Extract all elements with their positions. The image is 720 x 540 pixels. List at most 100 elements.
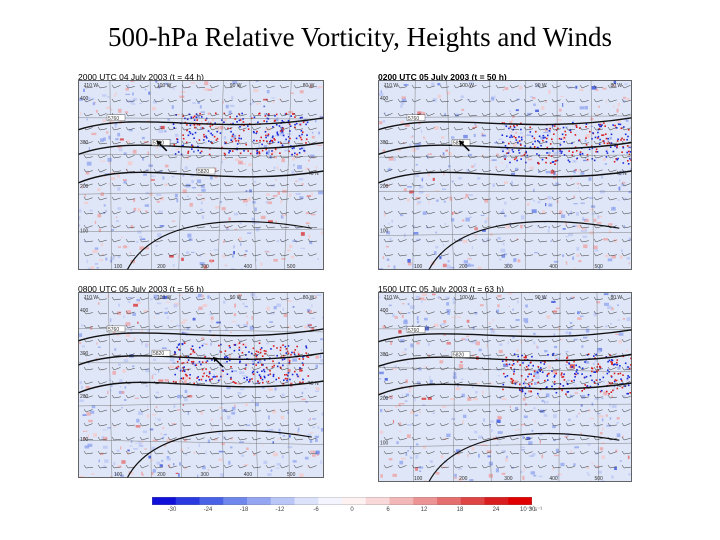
longitude-label: 90 W bbox=[535, 83, 547, 89]
longitude-label: 80 W bbox=[303, 83, 315, 89]
colorbar-tick-label: -12 bbox=[275, 507, 285, 513]
colorbar-tick-label: -6 bbox=[313, 507, 319, 513]
map-frame bbox=[78, 292, 324, 478]
colorbar-swatch bbox=[247, 497, 272, 505]
x-tick-label: 400 bbox=[549, 264, 558, 270]
colorbar-tick-label: 30 bbox=[528, 507, 536, 513]
height-contours bbox=[378, 329, 632, 482]
vorticity-map: 5760 5820 110 W 100 W 90 W 80 W 40 N 400 300 200 1… bbox=[78, 292, 324, 478]
x-tick-label: 500 bbox=[594, 264, 603, 270]
wind-barbs bbox=[383, 84, 631, 257]
colorbar-tick-label: 18 bbox=[456, 507, 464, 513]
x-tick-label: 400 bbox=[244, 264, 253, 270]
longitude-label: 90 W bbox=[535, 295, 547, 301]
contour-label: 5760 bbox=[408, 328, 419, 334]
x-tick-label: 400 bbox=[549, 476, 558, 482]
colorbar-swatch bbox=[175, 497, 200, 505]
colorbar-swatch bbox=[365, 497, 390, 505]
y-tick-label: 200 bbox=[80, 394, 89, 400]
colorbar-swatch bbox=[437, 497, 462, 505]
y-tick-label: 400 bbox=[80, 96, 89, 102]
contour-label: 5760 bbox=[108, 116, 119, 122]
height-contours bbox=[378, 117, 632, 270]
y-tick-label: 200 bbox=[80, 184, 89, 190]
y-tick-label: 300 bbox=[380, 140, 389, 146]
contour-label: 5820 bbox=[453, 141, 464, 147]
x-tick-label: 100 bbox=[114, 264, 123, 270]
contour-label: 5820 bbox=[453, 353, 464, 359]
height-contours bbox=[78, 117, 324, 270]
x-tick-label: 100 bbox=[114, 472, 123, 478]
colorbar-tick-label: 6 bbox=[386, 507, 390, 513]
colorbar-swatch bbox=[413, 497, 438, 505]
longitude-label: 80 W bbox=[610, 83, 622, 89]
contour-label: 5820 bbox=[198, 169, 209, 175]
colorbar-swatch bbox=[270, 497, 295, 505]
state-borders bbox=[378, 292, 632, 482]
colorbar-tick-label: -24 bbox=[203, 507, 213, 513]
longitude-label: 100 W bbox=[157, 295, 172, 301]
x-tick-label: 500 bbox=[594, 476, 603, 482]
state-borders bbox=[78, 80, 324, 270]
x-tick-label: 400 bbox=[244, 472, 253, 478]
y-tick-label: 300 bbox=[380, 352, 389, 358]
colorbar-swatch bbox=[484, 497, 509, 505]
y-tick-label: 300 bbox=[80, 351, 89, 357]
map-frame bbox=[378, 80, 632, 270]
y-tick-label: 400 bbox=[80, 308, 89, 314]
panel-caption: 0800 UTC 05 July 2003 (t = 56 h) bbox=[78, 284, 204, 294]
colorbar-tick-label: 12 bbox=[420, 507, 428, 513]
colorbar-swatch bbox=[389, 497, 414, 505]
arrow-icon bbox=[156, 140, 168, 152]
arrow-icon bbox=[212, 356, 224, 368]
height-contours bbox=[78, 328, 324, 478]
longitude-label: 100 W bbox=[157, 83, 172, 89]
panel-caption: 2000 UTC 04 July 2003 (t = 44 h) bbox=[78, 72, 204, 82]
x-tick-label: 300 bbox=[201, 264, 210, 270]
map-frame bbox=[378, 292, 632, 482]
x-tick-label: 200 bbox=[157, 264, 166, 270]
y-tick-label: 200 bbox=[380, 184, 389, 190]
x-tick-label: 200 bbox=[459, 476, 468, 482]
x-tick-label: 300 bbox=[504, 476, 513, 482]
colorbar-units: 10⁻⁵ s⁻¹ bbox=[520, 507, 543, 513]
longitude-label: 90 W bbox=[230, 295, 242, 301]
longitude-label: 110 W bbox=[384, 83, 398, 89]
x-tick-label: 500 bbox=[287, 472, 296, 478]
contour-label: 5760 bbox=[108, 327, 119, 333]
colorbar-labels: -30 -24 -18 -12 -6 0 6 12 18 24 30 bbox=[152, 507, 552, 517]
colorbar bbox=[152, 497, 532, 505]
colorbar-swatch bbox=[508, 497, 532, 505]
x-tick-label: 300 bbox=[201, 472, 210, 478]
longitude-label: 80 W bbox=[303, 295, 315, 301]
colorbar-swatch bbox=[342, 497, 367, 505]
colorbar-swatch bbox=[318, 497, 343, 505]
vorticity-map: 5760 5820 110 W 100 W 90 W 80 W 40 N 400 300 200 1… bbox=[378, 80, 632, 270]
latitude-label: 40 N bbox=[308, 381, 319, 387]
longitude-label: 100 W bbox=[459, 83, 474, 89]
slide-title: 500-hPa Relative Vorticity, Heights and … bbox=[107, 22, 613, 52]
x-tick-label: 100 bbox=[414, 476, 423, 482]
colorbar-tick-label: 0 bbox=[350, 507, 354, 513]
x-tick-label: 500 bbox=[287, 264, 296, 270]
y-tick-label: 100 bbox=[380, 228, 389, 234]
wind-barbs bbox=[83, 296, 318, 469]
map-frame bbox=[78, 80, 324, 270]
colorbar-tick-label: -30 bbox=[167, 507, 177, 513]
y-tick-label: 400 bbox=[380, 96, 389, 102]
x-tick-label: 200 bbox=[459, 264, 468, 270]
longitude-label: 110 W bbox=[84, 83, 98, 89]
x-tick-label: 100 bbox=[414, 264, 423, 270]
latitude-label: 40 N bbox=[308, 171, 319, 177]
panel-caption: 0200 UTC 05 July 2003 (t = 50 h) bbox=[378, 72, 507, 82]
panel-3: 0800 UTC 05 July 2003 (t = 56 h) 5760 582… bbox=[78, 284, 324, 478]
longitude-label: 110 W bbox=[84, 295, 98, 301]
vorticity-field bbox=[378, 80, 632, 270]
contour-label: 5760 bbox=[408, 116, 419, 122]
panel-2: 0200 UTC 05 July 2003 (t = 50 h) 5760 582… bbox=[378, 72, 632, 272]
longitude-label: 110 W bbox=[384, 295, 398, 301]
y-tick-label: 100 bbox=[80, 437, 89, 443]
longitude-label: 90 W bbox=[230, 83, 242, 89]
panel-4: 1500 UTC 05 July 2003 (t = 63 h) 5760 582… bbox=[378, 284, 632, 482]
